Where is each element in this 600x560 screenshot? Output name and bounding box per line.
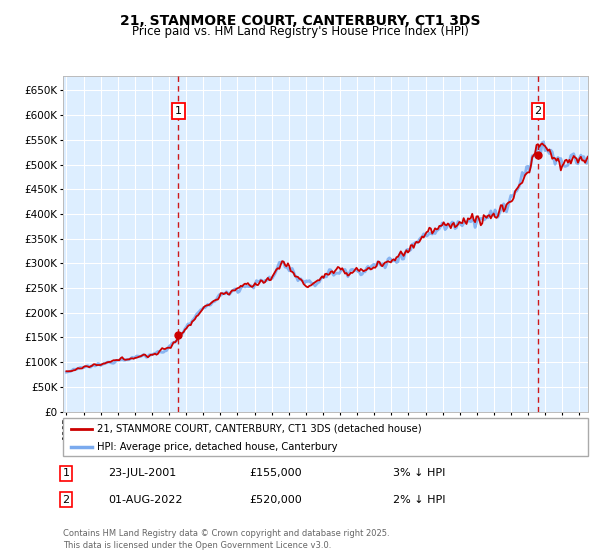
Text: 23-JUL-2001: 23-JUL-2001	[108, 468, 176, 478]
Text: 1: 1	[62, 468, 70, 478]
Text: 01-AUG-2022: 01-AUG-2022	[108, 494, 182, 505]
Text: 21, STANMORE COURT, CANTERBURY, CT1 3DS: 21, STANMORE COURT, CANTERBURY, CT1 3DS	[120, 14, 480, 28]
Text: 2: 2	[62, 494, 70, 505]
Text: HPI: Average price, detached house, Canterbury: HPI: Average price, detached house, Cant…	[97, 442, 338, 452]
Text: 3% ↓ HPI: 3% ↓ HPI	[393, 468, 445, 478]
Text: Price paid vs. HM Land Registry's House Price Index (HPI): Price paid vs. HM Land Registry's House …	[131, 25, 469, 38]
Text: 2: 2	[535, 106, 542, 116]
Text: £155,000: £155,000	[249, 468, 302, 478]
Text: 2% ↓ HPI: 2% ↓ HPI	[393, 494, 445, 505]
Text: £520,000: £520,000	[249, 494, 302, 505]
Text: Contains HM Land Registry data © Crown copyright and database right 2025.
This d: Contains HM Land Registry data © Crown c…	[63, 529, 389, 550]
Text: 1: 1	[175, 106, 182, 116]
Text: 21, STANMORE COURT, CANTERBURY, CT1 3DS (detached house): 21, STANMORE COURT, CANTERBURY, CT1 3DS …	[97, 423, 422, 433]
